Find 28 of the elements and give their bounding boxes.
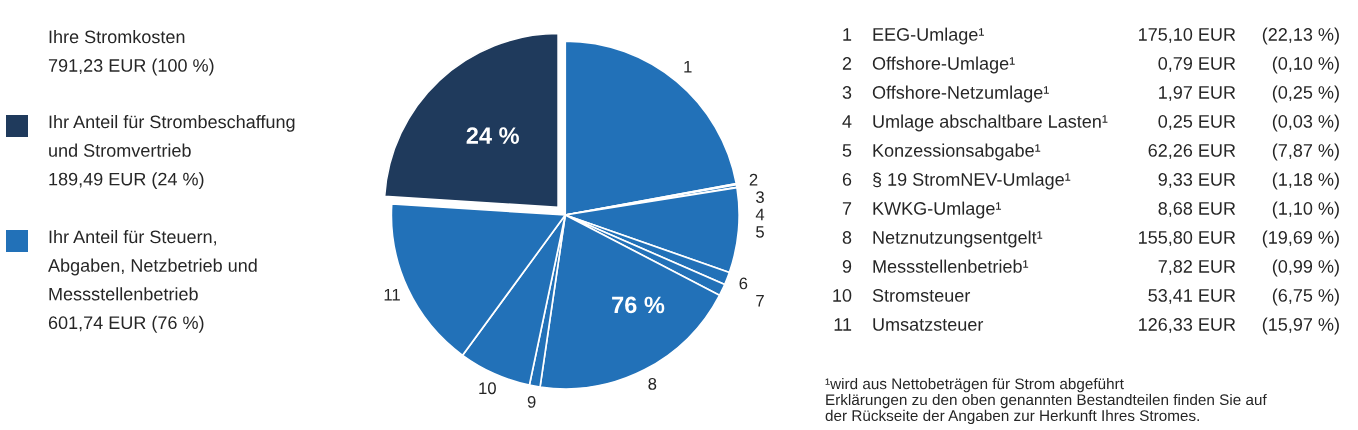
slice-label: 2 bbox=[749, 173, 758, 186]
text: 5 Konzessionsabgabe¹ 62,26 EUR (7,87 %) bbox=[842, 143, 1339, 161]
slice-label: 10 bbox=[479, 382, 496, 395]
data-label: 24 % bbox=[466, 127, 519, 144]
slice-label: 8 bbox=[648, 377, 657, 390]
slice-label: 7 bbox=[756, 295, 764, 307]
slice-label: 1 bbox=[684, 60, 692, 73]
text: 2 Offshore-Umlage¹ 0,79 EUR (0,10 %) bbox=[842, 56, 1339, 74]
text: 1 EEG-Umlage¹ 175,10 EUR (22,13 %) bbox=[843, 27, 1339, 45]
text: 8 Netznutzungsentgelt¹ 155,80 EUR (19,69 %) bbox=[842, 230, 1339, 248]
slice-label: 3 bbox=[756, 191, 764, 203]
text: ¹wird aus Nettobeträgen für Strom abgeführt Erklärungen zu den oben genannten Bestandteilen finden Sie auf der Rückseite der Angaben zur Herkunft Ihres Stromes. bbox=[825, 378, 1267, 425]
slice-label: 5 bbox=[756, 226, 764, 238]
text: 9 Messstellenbetrieb¹ 7,82 EUR (0,99 %) bbox=[842, 259, 1339, 277]
text: 6 § 19 StromNEV-Umlage¹ 9,33 EUR (1,18 %) bbox=[842, 172, 1339, 190]
text: 11 Umsatzsteuer 126,33 EUR (15,97 %) bbox=[834, 317, 1339, 335]
slice-label: 6 bbox=[739, 277, 748, 290]
slice-label: 11 bbox=[384, 288, 400, 301]
text: Ihre Stromkosten 791,23 EUR (100 %) bbox=[48, 30, 214, 76]
text: Ihr Anteil für Steuern, Abgaben, Netzbetrieb und Messstellenbetrieb 601,74 EUR (76 %) bbox=[48, 230, 257, 333]
text: 3 Offshore-Netzumlage¹ 1,97 EUR (0,25 %) bbox=[842, 85, 1339, 103]
slice-label: 9 bbox=[527, 395, 536, 408]
slice-label: 4 bbox=[755, 208, 765, 221]
text: 76 % bbox=[612, 296, 665, 314]
text: 10 Stromsteuer 53,41 EUR (6,75 %) bbox=[833, 288, 1339, 306]
text: 4 Umlage abschaltbare Lasten¹ 0,25 EUR (0,03 %) bbox=[842, 114, 1339, 132]
text: Ihr Anteil für Strombeschaffung und Stromvertrieb 189,49 EUR (24 %) bbox=[49, 115, 295, 190]
text: 7 KWKG-Umlage¹ 8,68 EUR (1,10 %) bbox=[842, 201, 1339, 219]
